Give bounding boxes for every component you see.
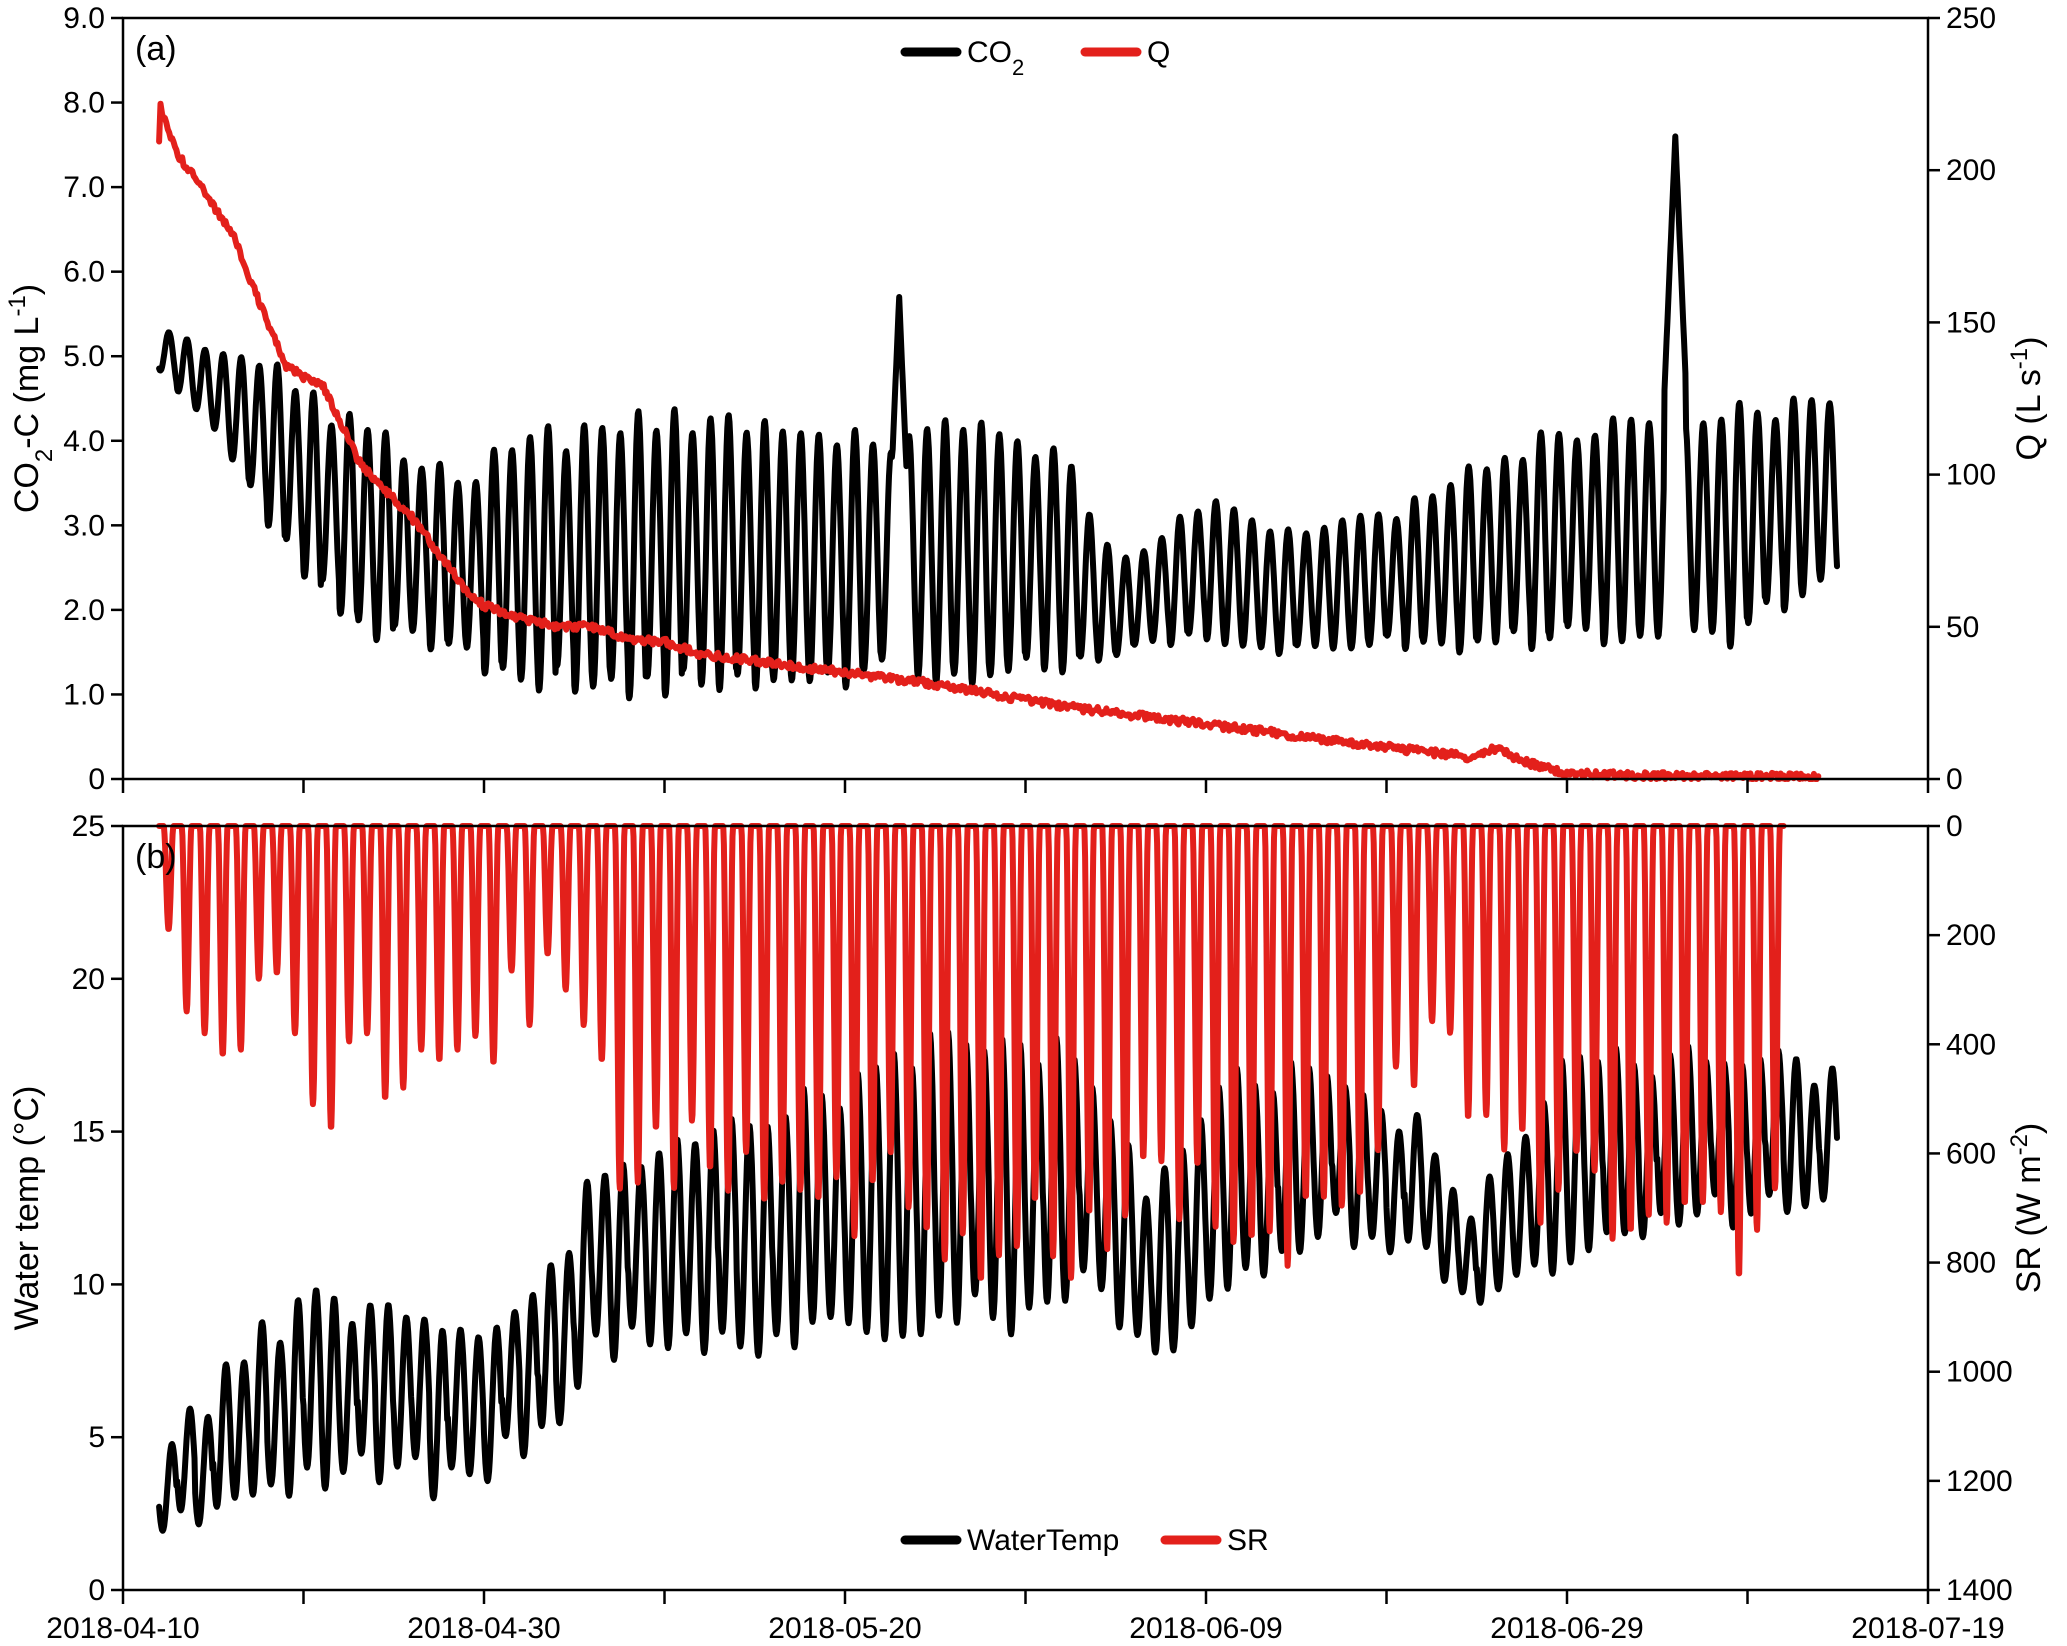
legend: CO2 Q xyxy=(900,36,1170,80)
y-right-tick-label: 100 xyxy=(1946,459,1996,492)
y-left-axis-title: Water temp (°C) xyxy=(8,1086,46,1331)
y-right-tick-label: 0 xyxy=(1946,763,1963,796)
y-left-tick-label: 10 xyxy=(72,1268,105,1301)
y-right-tick-label: 200 xyxy=(1946,919,1996,952)
legend: WaterTemp SR xyxy=(900,1524,1269,1557)
legend-label-q: Q xyxy=(1147,36,1170,69)
y-right-tick-label: 1200 xyxy=(1946,1465,2013,1498)
y-left-tick-label: 0 xyxy=(88,763,105,796)
y-right-tick-label: 400 xyxy=(1946,1028,1996,1061)
x-tick-label: 2018-04-30 xyxy=(407,1612,560,1645)
series-line-q xyxy=(156,100,1822,782)
x-tick-label: 2018-07-19 xyxy=(1851,1612,2004,1645)
y-left-axis-title: CO2-C (mg L-1) xyxy=(4,284,58,513)
y-left-tick-label: 20 xyxy=(72,963,105,996)
y-left-tick-label: 25 xyxy=(72,810,105,843)
y-right-tick-label: 250 xyxy=(1946,2,1996,35)
y-right-tick-label: 150 xyxy=(1946,306,1996,339)
y-right-tick-label: 600 xyxy=(1946,1137,1996,1170)
y-left-tick-label: 2.0 xyxy=(63,594,105,627)
y-left-tick-label: 3.0 xyxy=(63,509,105,542)
y-right-axis-title: SR (W m-2) xyxy=(2006,1123,2049,1294)
series-line-co xyxy=(156,133,1840,702)
panel-a: 0 1.0 2.0 3.0 4.0 5.0 6.0 7.0 8.0 9.0 0 50 100 150 200… xyxy=(4,2,2049,796)
y-right-tick-label: 1400 xyxy=(1946,1574,2013,1607)
panel-b: 0 5 10 15 20 25 0 200 400 600 800 1000 1200 1400 2018-… xyxy=(8,810,2048,1645)
legend-label-co: CO2 xyxy=(967,36,1024,80)
y-right-tick-label: 0 xyxy=(1946,810,1963,843)
y-left-tick-label: 8.0 xyxy=(63,87,105,120)
y-left-tick-label: 6.0 xyxy=(63,256,105,289)
y-left-tick-label: 7.0 xyxy=(63,171,105,204)
y-right-axis-title: Q (L s-1) xyxy=(2006,337,2049,461)
y-left-tick-label: 9.0 xyxy=(63,2,105,35)
y-left-tick-label: 4.0 xyxy=(63,425,105,458)
x-tick-label: 2018-06-29 xyxy=(1490,1612,1643,1645)
x-tick-label: 2018-05-20 xyxy=(768,1612,921,1645)
y-left-tick-label: 5.0 xyxy=(63,340,105,373)
x-tick-label: 2018-04-10 xyxy=(46,1612,199,1645)
y-left-tick-label: 0 xyxy=(88,1574,105,1607)
y-right-tick-label: 800 xyxy=(1946,1247,1996,1280)
x-tick-label: 2018-06-09 xyxy=(1129,1612,1282,1645)
y-right-tick-label: 50 xyxy=(1946,611,1979,644)
y-left-tick-label: 5 xyxy=(88,1421,105,1454)
plot-frame xyxy=(121,16,1930,781)
y-right-tick-label: 200 xyxy=(1946,154,1996,187)
legend-label-watertemp: WaterTemp xyxy=(967,1524,1119,1557)
legend-label-sr: SR xyxy=(1227,1524,1269,1557)
y-left-tick-label: 15 xyxy=(72,1116,105,1149)
panel-label: (b) xyxy=(135,838,177,876)
y-right-tick-label: 1000 xyxy=(1946,1356,2013,1389)
panel-label: (a) xyxy=(135,30,177,68)
y-left-tick-label: 1.0 xyxy=(63,678,105,711)
